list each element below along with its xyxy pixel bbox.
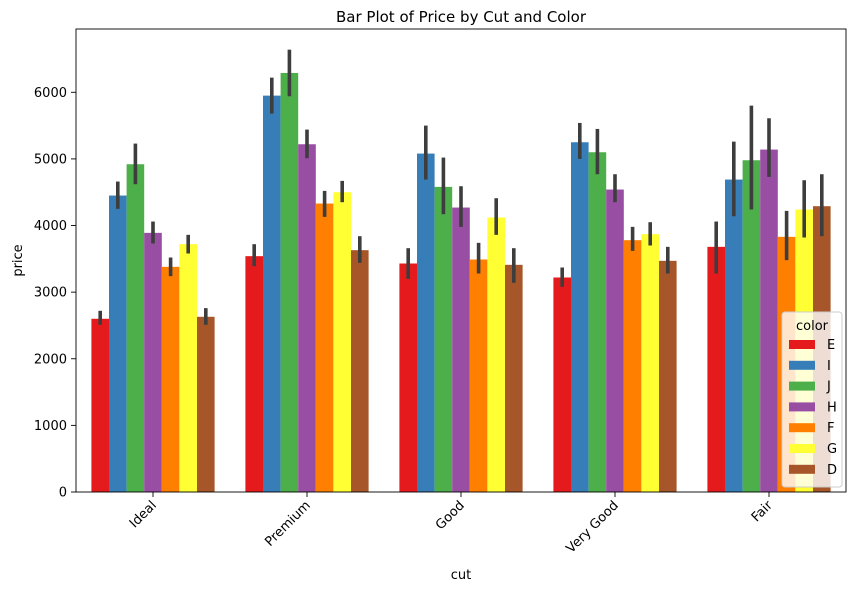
bar-H-good <box>452 207 470 492</box>
bars-group <box>91 72 831 493</box>
x-tick-label: Very Good <box>564 498 622 556</box>
x-axis-title: cut <box>451 568 471 583</box>
bar-I-very-good <box>571 142 589 492</box>
chart-title: Bar Plot of Price by Cut and Color <box>336 8 587 26</box>
y-axis-title: price <box>11 244 26 276</box>
bar-F-premium <box>315 203 334 492</box>
bar-G-ideal <box>179 244 197 492</box>
bar-D-ideal <box>197 316 215 492</box>
bar-F-very-good <box>623 240 642 492</box>
x-tick-label: Ideal <box>127 498 160 531</box>
y-tick-label: 4000 <box>34 219 67 234</box>
bar-D-premium <box>351 250 369 492</box>
legend-swatch-J <box>789 381 815 391</box>
bar-J-fair <box>742 160 761 493</box>
x-tick-label: Fair <box>749 498 776 525</box>
y-axis: 0 1000 2000 3000 4000 5000 6000 <box>34 86 76 501</box>
bar-E-ideal <box>91 318 109 492</box>
bar-J-very-good <box>588 152 607 492</box>
bar-E-very-good <box>553 277 571 492</box>
bar-J-premium <box>280 72 299 492</box>
y-tick-label: 2000 <box>34 352 67 367</box>
legend-swatch-H <box>789 402 815 412</box>
bar-D-good <box>505 264 523 492</box>
y-tick-label: 6000 <box>34 86 67 101</box>
bar-F-ideal <box>161 266 180 492</box>
legend-swatch-I <box>789 360 815 370</box>
bar-E-good <box>399 263 417 492</box>
bar-H-premium <box>298 144 316 492</box>
legend-label-G: G <box>827 442 837 457</box>
legend-label-D: D <box>827 463 837 478</box>
x-tick-label: Good <box>433 498 468 533</box>
bar-I-premium <box>263 95 281 492</box>
bar-I-ideal <box>109 195 127 493</box>
plot-frame <box>75 28 847 493</box>
x-axis: Ideal Premium Good Very Good Fair <box>127 492 776 556</box>
y-tick-label: 0 <box>59 486 67 501</box>
bar-G-premium <box>333 192 351 492</box>
legend-swatch-E <box>789 340 815 349</box>
legend-title: color <box>796 319 829 334</box>
bar-J-good <box>434 186 453 492</box>
bar-G-very-good <box>641 234 659 492</box>
legend-label-I: I <box>827 359 831 374</box>
legend-swatch-F <box>789 423 815 433</box>
legend-label-H: H <box>827 400 837 415</box>
bar-I-good <box>417 153 435 493</box>
legend-box <box>781 311 843 488</box>
bar-J-ideal <box>126 164 145 493</box>
bar-H-fair <box>760 149 778 493</box>
bar-I-fair <box>725 179 743 492</box>
error-bars-group <box>98 49 824 325</box>
bar-G-good <box>487 217 505 492</box>
y-tick-label: 5000 <box>34 152 67 167</box>
bar-H-very-good <box>606 189 624 492</box>
bar-E-premium <box>245 256 263 492</box>
legend-label-E: E <box>827 338 835 353</box>
bar-H-ideal <box>144 232 162 492</box>
legend-swatch-D <box>789 464 815 474</box>
bar-D-very-good <box>659 260 677 492</box>
bar-E-fair <box>707 246 725 492</box>
bar-F-good <box>469 259 488 492</box>
y-tick-label: 1000 <box>34 419 67 434</box>
y-tick-label: 3000 <box>34 286 67 301</box>
legend-label-F: F <box>827 421 834 436</box>
legend-label-J: J <box>826 380 831 395</box>
legend-swatch-G <box>789 444 815 453</box>
x-tick-label: Premium <box>262 498 314 550</box>
